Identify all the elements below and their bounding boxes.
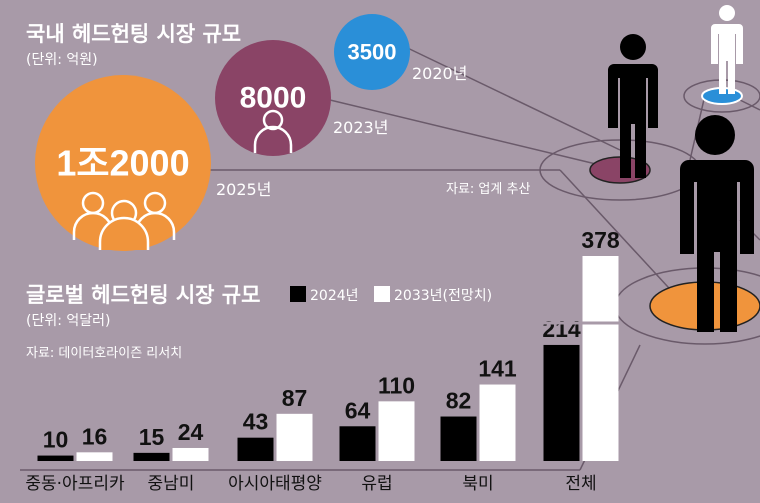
value-label-mea-2033: 16 xyxy=(82,423,108,449)
value-label-namerica-2024: 82 xyxy=(446,388,472,414)
bar-apac-2024 xyxy=(237,437,274,461)
bar-total-2033 xyxy=(582,256,619,461)
chart-unit: (단위: 억달러) xyxy=(26,313,111,329)
bar-latam-2033 xyxy=(172,447,209,461)
value-label-total-2033: 378 xyxy=(581,227,620,253)
legend-label-2033: 2033년(전망치) xyxy=(394,288,492,304)
bar-mea-2033 xyxy=(76,452,113,461)
category-label-total: 전체 xyxy=(565,474,596,494)
category-label-latam: 중남미 xyxy=(148,474,195,494)
legend-label-2024: 2024년 xyxy=(310,288,359,304)
bubble-2023-value: 8000 xyxy=(240,82,307,115)
bar-namerica-2033 xyxy=(479,384,516,461)
value-label-mea-2024: 10 xyxy=(43,427,69,453)
bubble-2020 xyxy=(334,14,410,90)
bar-group: 10 16 중동·아프리카 15 24 중남미 43 87 아시아태평양 64 110 유럽 82141… xyxy=(25,227,622,494)
bubble-2020-value: 3500 xyxy=(348,40,397,65)
bar-namerica-2024 xyxy=(440,416,477,461)
people-group-icon xyxy=(72,191,176,250)
value-label-latam-2024: 15 xyxy=(139,424,165,450)
category-label-namerica: 북미 xyxy=(462,474,493,494)
bubble-2025-year: 2025년 xyxy=(216,180,271,199)
bar-europe-2024 xyxy=(339,426,376,461)
category-label-apac: 아시아태평양 xyxy=(228,474,322,494)
bubble-2025-value: 1조2000 xyxy=(56,143,189,184)
category-label-mea: 중동·아프리카 xyxy=(25,474,125,494)
chart-title: 글로벌 헤드헌팅 시장 규모 xyxy=(26,283,260,307)
bar-apac-2033 xyxy=(276,413,313,461)
bar-total-2024 xyxy=(543,344,580,461)
value-label-latam-2033: 24 xyxy=(178,419,204,445)
bubble-2020-year: 2020년 xyxy=(412,64,467,83)
domestic-title: 국내 헤드헌팅 시장 규모 xyxy=(26,22,241,46)
bubble-2023-year: 2023년 xyxy=(333,118,388,137)
bar-latam-2024 xyxy=(133,452,170,461)
bubble-2023 xyxy=(215,40,331,156)
value-label-apac-2024: 43 xyxy=(243,409,269,435)
person-icon-medium xyxy=(608,34,658,178)
legend-swatch-2024 xyxy=(290,286,306,302)
person-icon-small xyxy=(711,5,743,94)
person-icon-large xyxy=(680,115,754,332)
domestic-unit: (단위: 억원) xyxy=(26,52,98,68)
value-label-europe-2033: 110 xyxy=(378,372,415,398)
domestic-source: 자료: 업계 추산 xyxy=(446,182,530,197)
value-label-europe-2024: 64 xyxy=(345,397,371,423)
chart-source: 자료: 데이터호라이즌 리서치 xyxy=(26,346,182,361)
bar-europe-2033 xyxy=(378,401,415,461)
category-label-europe: 유럽 xyxy=(361,474,392,494)
legend-swatch-2033 xyxy=(374,286,390,302)
value-label-namerica-2033: 141 xyxy=(478,356,517,382)
bubble-2025 xyxy=(35,75,211,251)
value-label-total-2024: 214 xyxy=(542,316,581,342)
value-label-apac-2033: 87 xyxy=(282,385,308,411)
bar-mea-2024 xyxy=(37,455,74,461)
person-outline-icon xyxy=(253,109,293,153)
